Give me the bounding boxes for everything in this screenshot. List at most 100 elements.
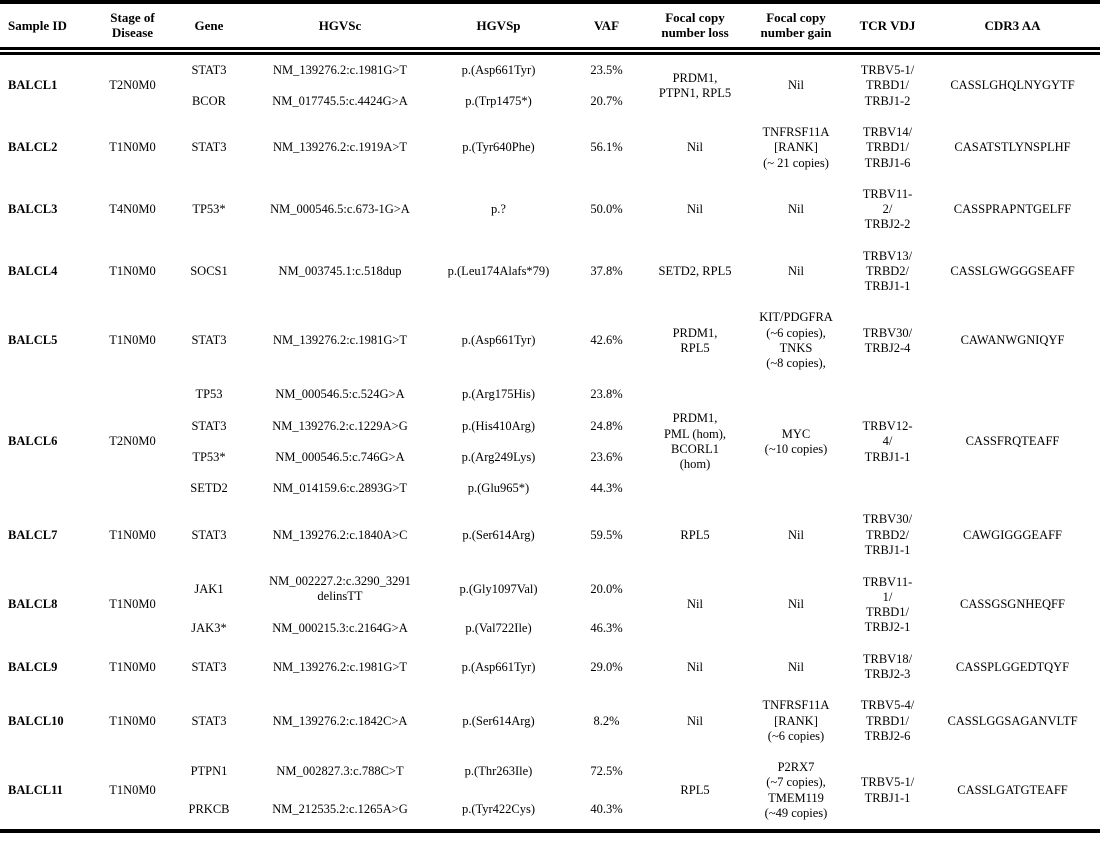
cdr3-cell: CASSLGATGTEAFF (957, 783, 1068, 798)
copy-gain-cell: TNFRSF11A [RANK] (~ 21 copies) (762, 125, 830, 170)
gene-cell: PTPN1 (190, 763, 228, 778)
sample-id-cell: BALCL4 (8, 263, 58, 278)
tcr-vdj-cell: TRBV5-1/ TRBJ1-1 (860, 775, 915, 805)
stage-cell: T1N0M0 (109, 659, 156, 674)
copy-gain-cell: KIT/PDGFRA (~6 copies), TNKS (~8 copies)… (759, 310, 833, 371)
sample-id-cell: BALCL1 (8, 78, 58, 93)
column-header-tcr-vdj: TCR VDJ (850, 2, 925, 55)
table-row: TP53* NM_000546.5:c.746G>A p.(Arg249Lys) 23… (0, 442, 1100, 473)
stage-cell: T1N0M0 (109, 783, 156, 798)
column-header-focal-copy-number-gain: Focal copy number gain (742, 2, 850, 55)
stage-cell: T1N0M0 (109, 333, 156, 348)
copy-loss-cell: Nil (687, 713, 703, 728)
gene-cell: STAT3 (191, 527, 227, 542)
copy-gain-cell: Nil (788, 78, 804, 93)
gene-cell: STAT3 (191, 333, 227, 348)
table-row: JAK3* NM_000215.3:c.2164G>A p.(Val722Ile) 4… (0, 613, 1100, 644)
hgvsp-cell: p.(Tyr422Cys) (461, 802, 536, 817)
vaf-cell: 23.6% (590, 449, 623, 464)
tcr-vdj-cell: TRBV18/ TRBJ2-3 (862, 651, 913, 682)
vaf-cell: 50.0% (590, 202, 623, 217)
hgvsc-cell: NM_139276.2:c.1840A>C (272, 527, 408, 542)
hgvsc-cell: NM_139276.2:c.1981G>T (272, 333, 408, 348)
table-row: BALCL3 T4N0M0 TP53* NM_000546.5:c.673-1G>A p… (0, 179, 1100, 241)
hgvsc-cell: NM_002827.3:c.788C>T (276, 763, 404, 778)
sample-id-cell: BALCL6 (8, 434, 58, 449)
gene-cell: TP53* (192, 202, 226, 217)
sample-id-cell: BALCL3 (8, 202, 58, 217)
table-row: SETD2 NM_014159.6:c.2893G>T p.(Glu965*) 44.… (0, 473, 1100, 504)
stage-cell: T1N0M0 (109, 527, 156, 542)
vaf-cell: 46.3% (590, 620, 623, 635)
cdr3-cell: CASSPLGGEDTQYF (955, 659, 1070, 674)
hgvsp-cell: p.(Leu174Alafs*79) (447, 263, 550, 278)
hgvsc-cell: NM_000546.5:c.746G>A (275, 449, 405, 464)
header-row: Sample ID Stage of Disease Gene HGVSc HGVSp V… (0, 2, 1100, 55)
column-header-hgvsp: HGVSp (432, 2, 565, 55)
gene-cell: PRKCB (188, 802, 230, 817)
copy-gain-cell: Nil (788, 263, 804, 278)
copy-gain-cell: Nil (788, 527, 804, 542)
tcr-vdj-cell: TRBV11- 2/ TRBJ2-2 (862, 186, 913, 232)
stage-cell: T4N0M0 (109, 202, 156, 217)
copy-loss-cell: RPL5 (680, 783, 710, 798)
hgvsp-cell: p.(Arg175His) (461, 387, 536, 402)
vaf-cell: 40.3% (590, 802, 623, 817)
sample-id-cell: BALCL11 (8, 783, 63, 798)
vaf-cell: 44.3% (590, 481, 623, 496)
cdr3-cell: CASSPRAPNTGELFF (953, 202, 1072, 217)
stage-cell: T1N0M0 (109, 140, 156, 155)
column-header-hgvsc: HGVSc (248, 2, 432, 55)
vaf-cell: 37.8% (590, 263, 623, 278)
tcr-vdj-cell: TRBV30/ TRBJ2-4 (862, 325, 913, 355)
hgvsc-cell: NM_000546.5:c.673-1G>A (270, 202, 410, 217)
copy-loss-cell: PRDM1, RPL5 (672, 325, 718, 355)
sample-id-cell: BALCL5 (8, 333, 58, 348)
cdr3-cell: CAWANWGNIQYF (960, 333, 1065, 348)
cdr3-cell: CASSFRQTEAFF (965, 434, 1060, 449)
copy-gain-cell: MYC (~10 copies) (764, 426, 828, 456)
table-row: BALCL5 T1N0M0 STAT3 NM_139276.2:c.1981G>T p.… (0, 302, 1100, 379)
copy-gain-cell: P2RX7 (~7 copies), TMEM119 (~49 copies) (764, 760, 828, 820)
stage-cell: T1N0M0 (109, 597, 156, 612)
gene-cell: STAT3 (191, 62, 227, 77)
hgvsc-cell: NM_212535.2:c.1265A>G (272, 802, 408, 817)
hgvsp-cell: p.(Arg249Lys) (461, 449, 536, 464)
hgvsp-cell: p.(Glu965*) (467, 481, 530, 496)
column-header-stage-of-disease: Stage of Disease (95, 2, 170, 55)
table-row: BCOR NM_017745.5:c.4424G>A p.(Trp1475*) 20.… (0, 86, 1100, 117)
gene-cell: STAT3 (191, 418, 227, 433)
copy-gain-cell: TNFRSF11A [RANK] (~6 copies) (762, 698, 830, 743)
copy-loss-cell: Nil (687, 659, 703, 674)
hgvsc-cell: NM_002227.2:c.3290_3291 delinsTT (269, 574, 411, 604)
gene-cell: STAT3 (191, 713, 227, 728)
hgvsc-cell: NM_139276.2:c.1229A>G (272, 418, 408, 433)
gene-cell: SETD2 (190, 481, 228, 496)
hgvsc-cell: NM_017745.5:c.4424G>A (272, 93, 408, 108)
vaf-cell: 24.8% (590, 418, 623, 433)
vaf-cell: 29.0% (590, 659, 623, 674)
hgvsc-cell: NM_000215.3:c.2164G>A (272, 620, 408, 635)
tcr-vdj-cell: TRBV13/ TRBD2/ TRBJ1-1 (862, 248, 913, 294)
copy-gain-cell: Nil (788, 597, 804, 612)
gene-cell: TP53 (195, 387, 223, 402)
hgvsp-cell: p.(Val722Ile) (465, 620, 532, 635)
hgvsc-cell: NM_014159.6:c.2893G>T (272, 481, 408, 496)
vaf-cell: 20.0% (590, 581, 623, 596)
tcr-vdj-cell: TRBV5-4/ TRBD1/ TRBJ2-6 (860, 698, 915, 743)
sample-id-cell: BALCL7 (8, 527, 58, 542)
table-row: BALCL11 T1N0M0 PTPN1 NM_002827.3:c.788C>T p.… (0, 752, 1100, 820)
hgvsp-cell: p.(Ser614Arg) (462, 527, 535, 542)
hgvsp-cell: p.(Trp1475*) (465, 93, 532, 108)
table-header: Sample ID Stage of Disease Gene HGVSc HGVSp V… (0, 2, 1100, 55)
hgvsc-cell: NM_000546.5:c.524G>A (275, 387, 405, 402)
copy-loss-cell: PRDM1, PTPN1, RPL5 (658, 70, 732, 100)
hgvsp-cell: p.(His410Arg) (461, 418, 536, 433)
stage-cell: T2N0M0 (109, 434, 156, 449)
cdr3-cell: CASSLGGSAGANVLTF (947, 713, 1078, 728)
stage-cell: T2N0M0 (109, 78, 156, 93)
hgvsp-cell: p.(Asp661Tyr) (461, 333, 536, 348)
cdr3-cell: CASATSTLYNSPLHF (954, 140, 1071, 155)
